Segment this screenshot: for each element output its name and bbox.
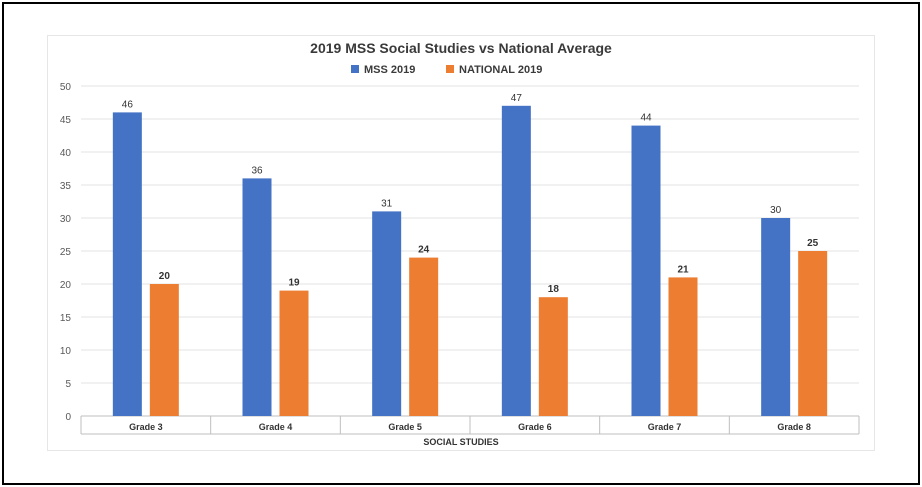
bar-national-0 xyxy=(149,284,179,416)
data-label: 21 xyxy=(677,264,689,275)
legend-swatch-0 xyxy=(351,65,359,73)
data-label: 18 xyxy=(548,284,560,295)
y-tick-label: 20 xyxy=(60,280,72,291)
x-category-label: Grade 4 xyxy=(259,422,293,432)
x-axis-label: SOCIAL STUDIES xyxy=(423,437,498,447)
gridlines xyxy=(80,85,860,435)
chart-legend: MSS 2019 NATIONAL 2019 xyxy=(351,64,542,76)
data-label: 30 xyxy=(770,205,782,216)
data-label: 46 xyxy=(122,99,134,110)
legend-swatch-1 xyxy=(446,65,454,73)
bar-national-5 xyxy=(798,251,828,416)
bar-national-4 xyxy=(668,277,698,416)
x-category-label: Grade 6 xyxy=(518,422,552,432)
y-axis-ticks: 0 5 10 15 20 25 30 35 40 45 50 xyxy=(60,82,72,423)
data-label: 36 xyxy=(251,165,263,176)
bars: 46 20 36 19 31 24 47 18 44 21 30 25 xyxy=(112,93,828,417)
data-label: 47 xyxy=(511,93,523,104)
y-tick-label: 35 xyxy=(60,181,72,192)
y-tick-label: 0 xyxy=(65,412,71,423)
data-label: 25 xyxy=(807,238,819,249)
legend-label-1: NATIONAL 2019 xyxy=(459,64,542,76)
chart-area xyxy=(47,35,875,451)
data-label: 31 xyxy=(381,198,393,209)
x-category-label: Grade 7 xyxy=(648,422,682,432)
bar-mss-1 xyxy=(242,178,272,416)
bar-national-1 xyxy=(279,290,309,416)
legend-label-0: MSS 2019 xyxy=(364,64,415,76)
x-axis-categories: Grade 3 Grade 4 Grade 5 Grade 6 Grade 7 Grade… xyxy=(129,422,811,432)
bar-mss-2 xyxy=(372,211,402,416)
y-tick-label: 50 xyxy=(60,82,72,93)
y-tick-label: 30 xyxy=(60,214,72,225)
y-tick-label: 40 xyxy=(60,148,72,159)
data-label: 20 xyxy=(159,271,171,282)
y-tick-label: 5 xyxy=(65,379,71,390)
y-tick-label: 10 xyxy=(60,346,72,357)
data-label: 19 xyxy=(288,278,300,289)
chart-title: 2019 MSS Social Studies vs National Aver… xyxy=(310,40,612,56)
bar-national-3 xyxy=(538,297,568,416)
x-category-label: Grade 5 xyxy=(388,422,422,432)
bar-mss-4 xyxy=(631,125,661,416)
bar-national-2 xyxy=(409,257,439,416)
x-category-label: Grade 3 xyxy=(129,422,163,432)
bar-mss-5 xyxy=(761,218,791,416)
bar-mss-3 xyxy=(501,105,531,417)
x-category-label: Grade 8 xyxy=(777,422,811,432)
data-label: 44 xyxy=(640,113,652,124)
y-tick-label: 25 xyxy=(60,247,72,258)
data-label: 24 xyxy=(418,245,430,256)
y-tick-label: 45 xyxy=(60,115,72,126)
bar-mss-0 xyxy=(112,112,142,417)
y-tick-label: 15 xyxy=(60,313,72,324)
